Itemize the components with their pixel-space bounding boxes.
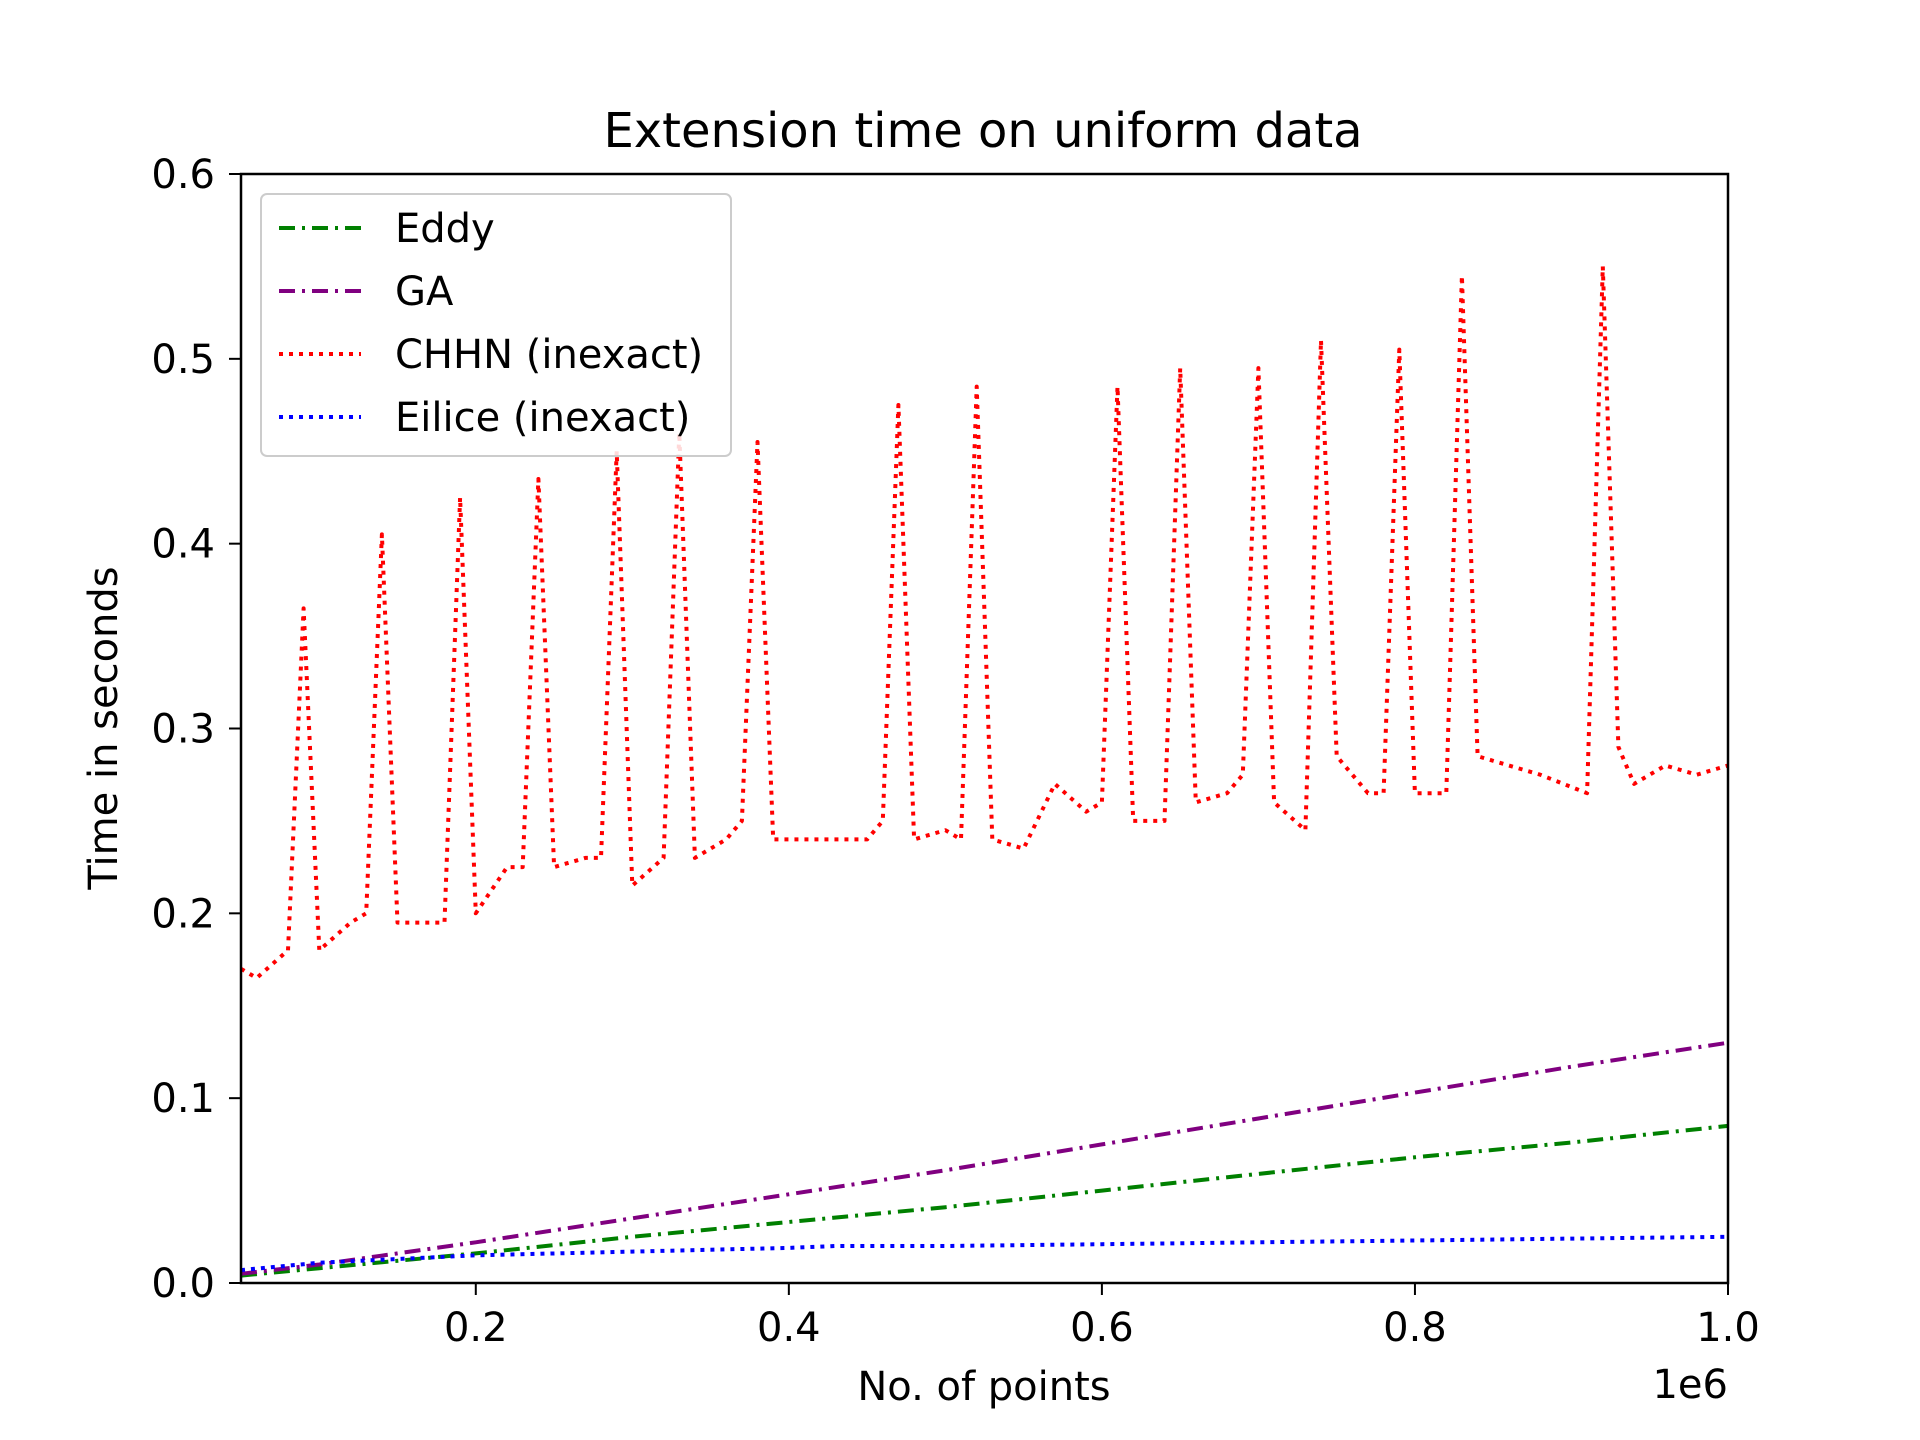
legend-label-eilice-inexact: Eilice (inexact) [395,395,690,441]
y-axis-ticks: 0.0 0.1 0.2 0.3 0.4 0.5 0.6 [151,152,241,1307]
y-tick-label: 0.5 [151,337,215,383]
y-tick-label: 0.4 [151,522,215,568]
x-axis-offset-label: 1e6 [1652,1362,1728,1408]
x-tick-label: 0.4 [757,1305,821,1351]
y-axis-label: Time in seconds [81,566,127,890]
plot-frame [239,172,1730,1285]
series-layer [239,264,1729,1278]
legend-label-ga: GA [395,269,454,315]
series-line-eddy [240,1123,1729,1278]
legend-label-chhn-inexact: CHHN (inexact) [395,332,703,378]
y-tick-label: 0.0 [151,1261,215,1307]
x-tick-label: 0.8 [1383,1305,1447,1351]
legend-box [260,193,732,457]
x-tick-label: 0.6 [1070,1305,1134,1351]
chart-title: Extension time on uniform data [603,103,1362,159]
x-axis-ticks: 0.2 0.4 0.6 0.8 1.0 [444,1283,1760,1351]
legend-label-eddy: Eddy [395,206,495,252]
y-tick-label: 0.3 [151,707,215,753]
y-tick-label: 0.6 [151,152,215,198]
x-tick-label: 1.0 [1696,1305,1760,1351]
legend: Eddy GA CHHN (inexact) Eilice (inexact) [260,193,732,457]
x-axis-label: No. of points [857,1364,1110,1410]
series-line-chhn-inexact [239,264,1729,980]
legend-items: Eddy GA CHHN (inexact) Eilice (inexact) [279,206,703,441]
x-tick-label: 0.2 [444,1305,508,1351]
y-tick-label: 0.1 [151,1076,215,1122]
series-line-eilice-inexact [240,1234,1729,1273]
y-tick-label: 0.2 [151,891,215,937]
